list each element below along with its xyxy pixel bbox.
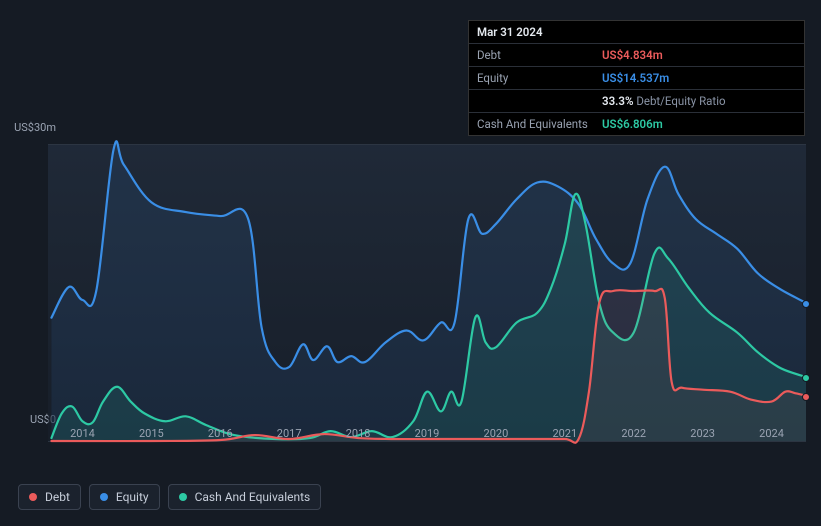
series-endpoint-dot <box>802 300 810 308</box>
x-axis-tick: 2016 <box>208 427 233 440</box>
legend-item-debt[interactable]: Debt <box>18 484 81 510</box>
tooltip-label <box>477 94 602 108</box>
chart-legend: Debt Equity Cash And Equivalents <box>18 484 321 510</box>
tooltip-row-ratio: 33.3% Debt/Equity Ratio <box>469 90 804 113</box>
x-axis-tick: 2015 <box>139 427 164 440</box>
tooltip-row-equity: Equity US$14.537m <box>469 67 804 90</box>
plot-area[interactable] <box>48 144 806 442</box>
tooltip-date: Mar 31 2024 <box>477 25 543 39</box>
tooltip-ratio: 33.3% Debt/Equity Ratio <box>602 94 726 108</box>
legend-label: Cash And Equivalents <box>195 490 311 504</box>
legend-label: Debt <box>45 490 70 504</box>
tooltip-value: US$14.537m <box>602 71 669 85</box>
tooltip-value: US$4.834m <box>602 48 663 62</box>
x-axis-tick: 2019 <box>415 427 440 440</box>
x-axis-tick: 2024 <box>759 427 784 440</box>
legend-dot-icon <box>29 493 37 501</box>
legend-dot-icon <box>179 493 187 501</box>
legend-label: Equity <box>116 490 149 504</box>
tooltip-label: Equity <box>477 71 602 85</box>
tooltip-row-debt: Debt US$4.834m <box>469 44 804 67</box>
chart-svg <box>48 145 806 441</box>
tooltip-ratio-label: Debt/Equity Ratio <box>633 94 725 108</box>
legend-item-equity[interactable]: Equity <box>89 484 160 510</box>
legend-item-cash[interactable]: Cash And Equivalents <box>168 484 322 510</box>
tooltip-ratio-pct: 33.3% <box>602 94 633 108</box>
tooltip-label: Debt <box>477 48 602 62</box>
x-axis-tick: 2021 <box>552 427 577 440</box>
series-endpoint-dot <box>802 393 810 401</box>
tooltip-date-row: Mar 31 2024 <box>469 21 804 44</box>
x-axis-tick: 2018 <box>346 427 371 440</box>
chart-tooltip: Mar 31 2024 Debt US$4.834m Equity US$14.… <box>468 20 805 136</box>
series-endpoint-dot <box>802 374 810 382</box>
y-axis-label-max: US$30m <box>14 121 56 134</box>
legend-dot-icon <box>100 493 108 501</box>
x-axis-tick: 2022 <box>621 427 646 440</box>
financials-chart: US$30m US$0 2014201520162017201820192020… <box>18 125 806 465</box>
x-axis-tick: 2017 <box>277 427 302 440</box>
x-axis-tick: 2020 <box>484 427 509 440</box>
x-axis-tick: 2023 <box>690 427 715 440</box>
x-axis-tick: 2014 <box>70 427 95 440</box>
